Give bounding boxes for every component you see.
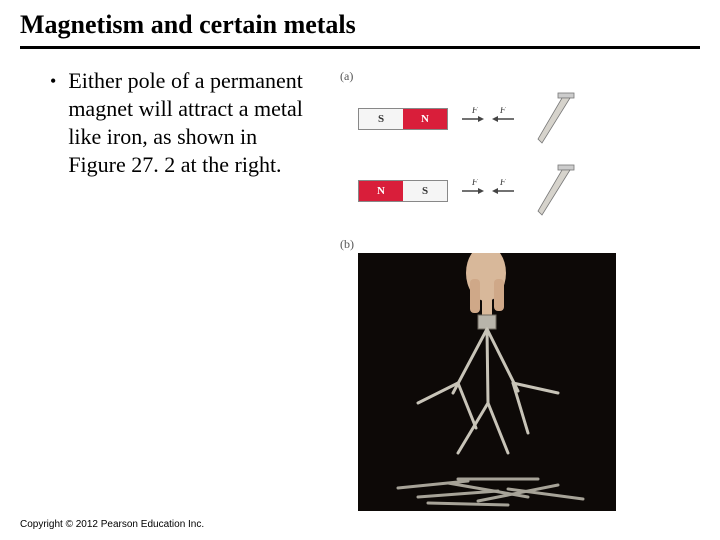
bullet-dot-icon: •: [50, 67, 56, 95]
figure-b: (b): [340, 235, 700, 511]
force-label-2b: F: [499, 179, 506, 187]
magnet-row-2: N S F F: [358, 163, 700, 219]
figure-a: (a) S N F F: [340, 67, 700, 219]
bar-magnet-1: S N: [358, 108, 448, 130]
pole-s: S: [359, 109, 403, 129]
copyright-text: Copyright © 2012 Pearson Education Inc.: [20, 519, 204, 530]
figure-area: (a) S N F F: [340, 67, 700, 511]
nail-icon-2: [528, 163, 578, 219]
bar-magnet-2: N S: [358, 180, 448, 202]
force-label-1a: F: [471, 107, 478, 115]
title-underline: [20, 46, 700, 49]
content-row: • Either pole of a permanent magnet will…: [20, 67, 700, 511]
figure-b-label: (b): [340, 237, 354, 251]
bullet-area: • Either pole of a permanent magnet will…: [20, 67, 320, 511]
figure-a-label: (a): [340, 69, 353, 83]
pole-s-2: S: [403, 181, 447, 201]
force-arrows-2: F F: [458, 179, 518, 203]
magnet-row-1: S N F F: [358, 91, 700, 147]
pole-n-2: N: [359, 181, 403, 201]
nail-icon-1: [528, 91, 578, 147]
force-label-1b: F: [499, 107, 506, 115]
pole-n: N: [403, 109, 447, 129]
bullet-text: Either pole of a permanent magnet will a…: [68, 67, 320, 179]
photo-box: [358, 253, 616, 511]
force-label-2a: F: [471, 179, 478, 187]
bullet-item: • Either pole of a permanent magnet will…: [50, 67, 320, 179]
slide-title: Magnetism and certain metals: [20, 10, 700, 46]
force-arrows-1: F F: [458, 107, 518, 131]
